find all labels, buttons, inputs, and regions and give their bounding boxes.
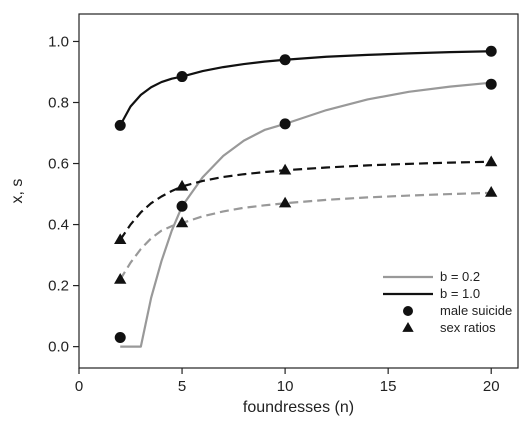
plot-frame [78, 13, 519, 369]
point-2-1 [175, 179, 189, 191]
x-tick-label-0: 0 [75, 378, 83, 395]
curve-2 [119, 160, 492, 241]
y-tick-label-2: 0.4 [48, 217, 69, 234]
curve-3 [119, 191, 492, 281]
point-0-3 [485, 45, 497, 57]
y-tick-label-3: 0.6 [48, 156, 69, 173]
legend-label-1: b = 1.0 [440, 286, 480, 301]
point-1-1 [176, 200, 188, 212]
x-tick-label-3: 15 [380, 378, 397, 395]
point-3-0 [114, 273, 127, 284]
y-tick-label-1: 0.2 [48, 278, 69, 295]
curve-0 [119, 50, 492, 126]
y-tick-label-4: 0.8 [48, 95, 69, 112]
series-curves [119, 50, 492, 348]
x-axis: 0 5 10 15 20 [75, 368, 500, 395]
y-axis: 0.0 0.2 0.4 0.6 0.8 1.0 [48, 33, 79, 356]
legend-label-2: male suicide [440, 303, 512, 318]
point-2-3 [485, 155, 498, 167]
series-markers [114, 45, 498, 343]
legend-swatch-3 [402, 322, 414, 332]
legend: b = 0.2 b = 1.0 male suicide sex ratios [383, 269, 512, 335]
x-axis-title: foundresses (n) [243, 399, 354, 416]
curve-1 [120, 81, 492, 348]
point-3-3 [485, 186, 498, 197]
point-3-1 [175, 216, 189, 228]
point-1-3 [485, 78, 497, 90]
point-3-2 [278, 196, 292, 208]
x-tick-label-1: 5 [178, 378, 186, 395]
point-0-2 [279, 54, 291, 66]
x-tick-label-2: 10 [277, 378, 294, 395]
y-tick-label-5: 1.0 [48, 33, 69, 50]
point-2-2 [278, 163, 292, 175]
point-0-1 [176, 71, 188, 83]
legend-swatch-2 [403, 306, 413, 316]
point-0-0 [114, 119, 126, 131]
legend-label-0: b = 0.2 [440, 269, 480, 284]
point-1-2 [279, 118, 291, 130]
y-axis-title: x, s [9, 179, 26, 204]
point-2-0 [114, 233, 127, 245]
x-tick-label-4: 20 [483, 378, 500, 395]
point-1-0 [114, 331, 126, 343]
legend-label-3: sex ratios [440, 320, 496, 335]
plot-border [78, 13, 519, 369]
y-tick-label-0: 0.0 [48, 339, 69, 356]
